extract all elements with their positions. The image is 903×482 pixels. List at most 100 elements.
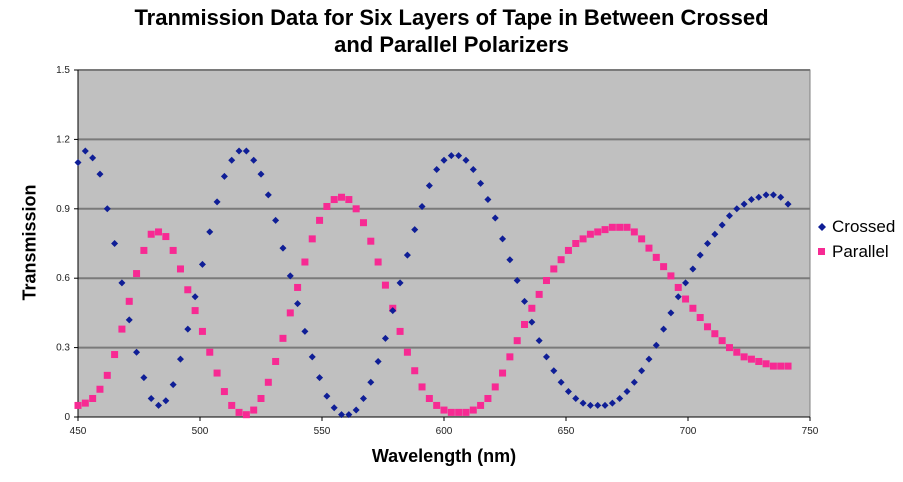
crossed-point xyxy=(513,277,521,285)
crossed-point xyxy=(338,411,346,419)
crossed-point xyxy=(630,378,638,386)
crossed-point xyxy=(667,309,675,317)
parallel-point xyxy=(711,330,719,338)
crossed-point xyxy=(111,240,119,247)
parallel-point xyxy=(550,265,558,273)
parallel-point xyxy=(330,196,338,204)
crossed-point xyxy=(81,147,89,155)
crossed-point xyxy=(294,300,302,308)
crossed-point xyxy=(103,205,111,213)
crossed-point xyxy=(594,401,602,409)
crossed-point xyxy=(616,394,624,402)
parallel-point xyxy=(630,228,638,236)
legend-item-crossed: Crossed xyxy=(818,214,895,239)
parallel-point xyxy=(176,265,184,273)
crossed-point xyxy=(374,357,382,365)
crossed-point xyxy=(747,196,755,204)
parallel-point xyxy=(242,411,250,419)
crossed-point xyxy=(484,196,492,204)
x-tick-label: 500 xyxy=(192,426,209,437)
crossed-point xyxy=(352,406,360,414)
square-marker-icon xyxy=(818,247,825,255)
parallel-point xyxy=(396,327,404,335)
crossed-point xyxy=(162,397,170,405)
parallel-point xyxy=(103,371,111,379)
parallel-point xyxy=(220,388,228,396)
parallel-point xyxy=(96,385,104,393)
parallel-point xyxy=(506,353,514,361)
parallel-point xyxy=(528,304,536,312)
crossed-point xyxy=(330,404,338,412)
crossed-point xyxy=(425,182,433,190)
crossed-point xyxy=(286,272,294,280)
crossed-point xyxy=(572,394,580,402)
parallel-point xyxy=(111,351,119,359)
crossed-point xyxy=(645,355,653,363)
chart-title: Tranmission Data for Six Layers of Tape … xyxy=(0,4,903,58)
parallel-point xyxy=(579,235,587,243)
parallel-point xyxy=(133,270,141,278)
plot-background xyxy=(77,69,811,418)
parallel-point xyxy=(689,304,697,312)
crossed-point xyxy=(301,327,309,335)
parallel-point xyxy=(294,283,302,291)
crossed-point xyxy=(359,394,367,402)
crossed-point xyxy=(257,170,265,178)
parallel-point xyxy=(484,394,492,402)
crossed-point xyxy=(316,374,324,382)
crossed-point xyxy=(272,216,280,224)
crossed-point xyxy=(579,399,587,407)
parallel-point xyxy=(521,320,529,328)
crossed-point xyxy=(228,156,236,164)
chart-title-line2: and Parallel Polarizers xyxy=(334,32,569,57)
y-tick-label: 1.5 xyxy=(56,65,70,76)
crossed-point xyxy=(308,353,316,361)
parallel-point xyxy=(418,383,426,391)
crossed-point xyxy=(250,156,258,164)
parallel-point xyxy=(594,228,602,236)
parallel-point xyxy=(301,258,309,266)
crossed-point xyxy=(521,297,529,305)
crossed-point xyxy=(198,260,206,268)
crossed-point xyxy=(191,293,199,301)
crossed-point xyxy=(506,256,514,264)
parallel-point xyxy=(572,240,580,247)
parallel-point xyxy=(491,383,499,391)
crossed-point xyxy=(477,179,485,187)
parallel-point xyxy=(513,337,521,345)
crossed-point xyxy=(682,279,690,287)
parallel-point xyxy=(374,258,382,266)
crossed-point xyxy=(184,325,192,333)
crossed-point xyxy=(133,348,141,356)
parallel-point xyxy=(725,344,733,352)
parallel-point xyxy=(469,406,477,414)
crossed-point xyxy=(242,147,250,155)
parallel-point xyxy=(323,202,331,210)
crossed-point xyxy=(557,378,565,386)
crossed-point xyxy=(718,221,726,229)
parallel-point xyxy=(616,223,624,231)
parallel-point xyxy=(403,348,411,356)
crossed-point xyxy=(550,367,558,375)
parallel-point xyxy=(740,353,748,361)
crossed-point xyxy=(169,381,177,389)
parallel-point xyxy=(660,263,668,271)
parallel-point xyxy=(191,307,199,315)
parallel-point xyxy=(250,406,258,414)
parallel-point xyxy=(557,256,565,264)
parallel-point xyxy=(762,360,770,368)
crossed-point xyxy=(96,170,104,178)
crossed-point xyxy=(491,214,499,222)
crossed-point xyxy=(623,388,631,396)
parallel-point xyxy=(286,309,294,317)
parallel-point xyxy=(279,334,287,342)
parallel-point xyxy=(718,337,726,345)
crossed-point xyxy=(733,205,741,213)
parallel-point xyxy=(433,401,441,409)
crossed-point xyxy=(440,156,448,164)
crossed-point xyxy=(140,374,148,382)
crossed-point xyxy=(74,159,82,167)
crossed-point xyxy=(155,401,163,409)
parallel-point xyxy=(455,408,463,416)
